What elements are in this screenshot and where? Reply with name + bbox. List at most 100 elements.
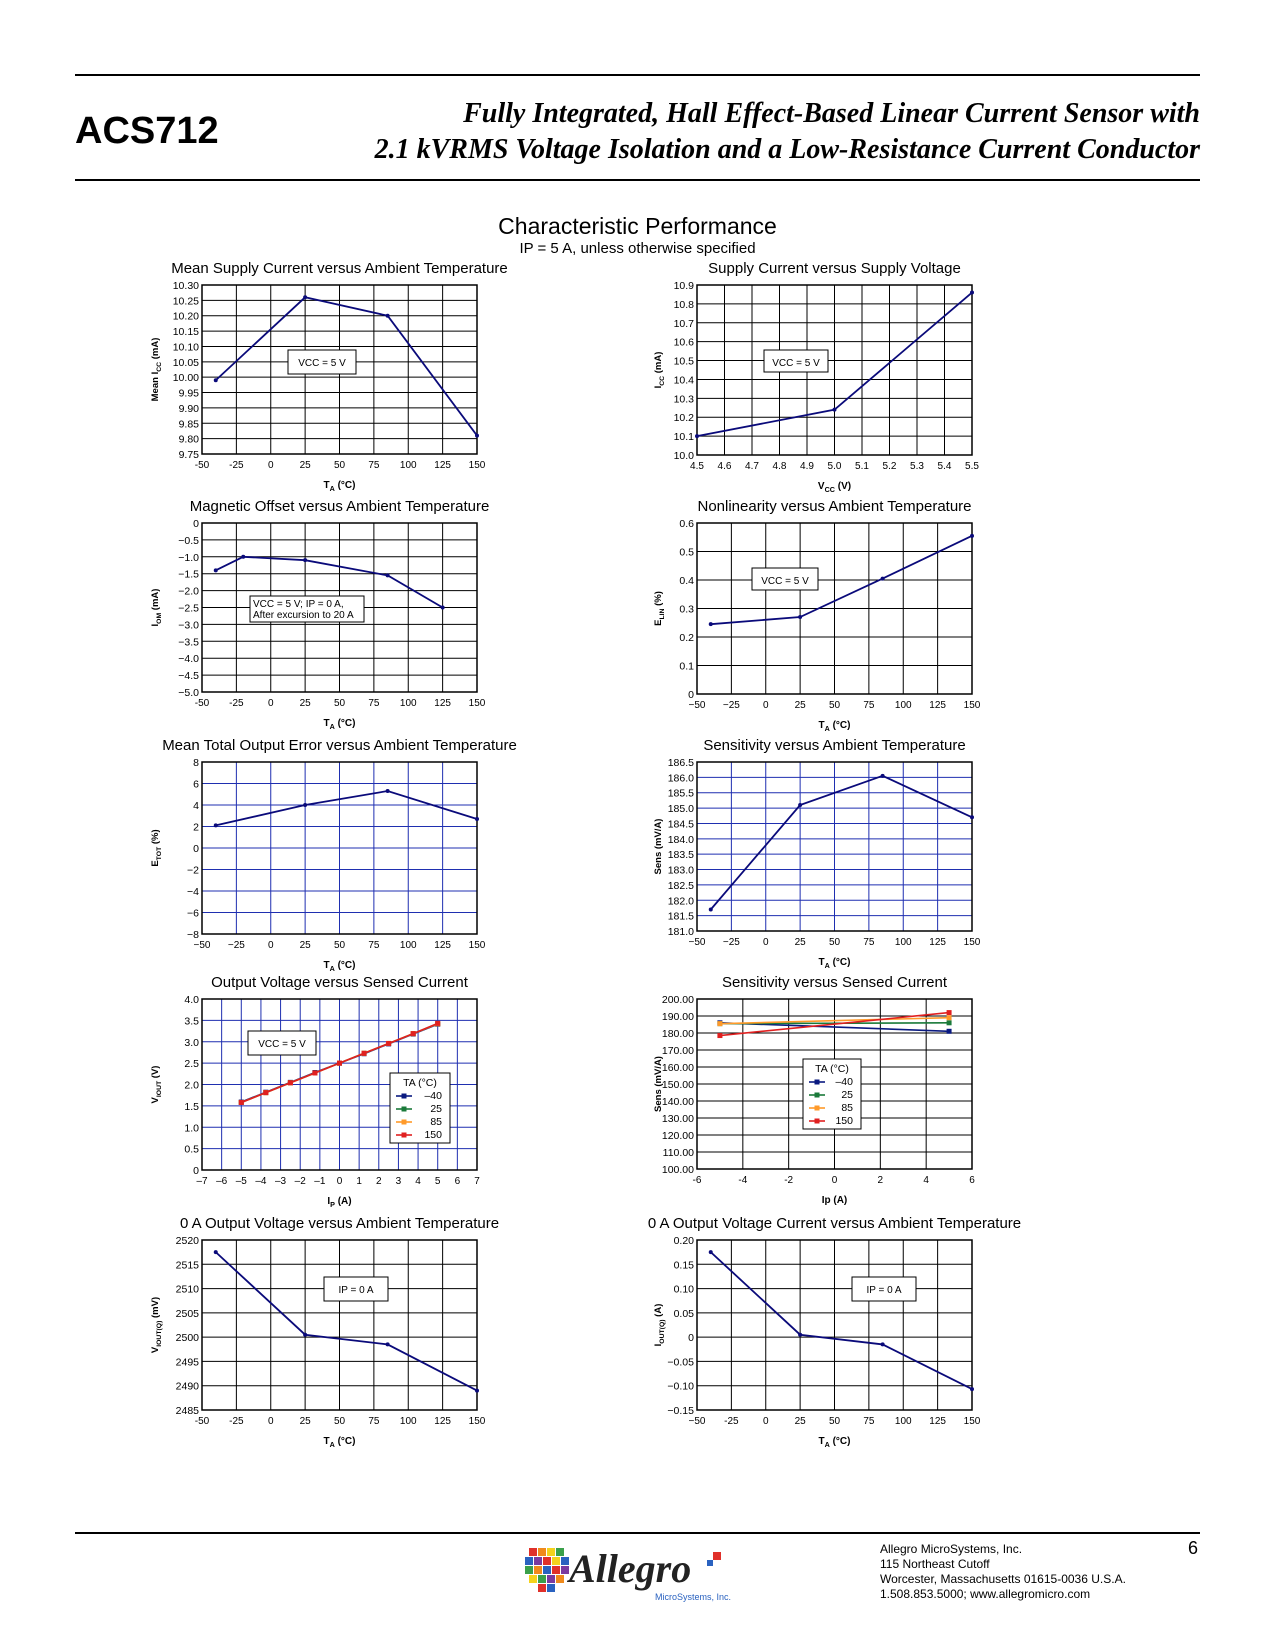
chart-title: 0 A Output Voltage versus Ambient Temper… bbox=[180, 1215, 499, 1232]
data-point bbox=[695, 434, 699, 439]
series-line bbox=[710, 1251, 973, 1390]
x-tick-label: -25 bbox=[229, 1416, 244, 1427]
data-point bbox=[970, 1387, 974, 1392]
x-tick-label: 150 bbox=[469, 1416, 486, 1427]
x-tick-label: 5.0 bbox=[828, 461, 842, 472]
y-axis-label: VIOUT (V) bbox=[150, 1066, 163, 1104]
footer-contact: 1.508.853.5000; www.allegromicro.com bbox=[880, 1587, 1091, 1601]
x-tick-label: 4.7 bbox=[745, 461, 759, 472]
x-tick-label: 75 bbox=[368, 1416, 380, 1427]
x-tick-label: 125 bbox=[434, 698, 451, 709]
data-point bbox=[708, 1250, 713, 1255]
x-axis-label: TA (°C) bbox=[324, 1436, 356, 1449]
chart-title: Mean Supply Current versus Ambient Tempe… bbox=[171, 260, 508, 277]
legend-box bbox=[802, 1058, 862, 1130]
plot-frame bbox=[696, 522, 973, 695]
y-tick-label: 183.0 bbox=[668, 865, 694, 877]
y-tick-label: 0.05 bbox=[674, 1308, 695, 1320]
y-tick-label: 10.3 bbox=[674, 393, 695, 405]
y-tick-label: 9.90 bbox=[179, 403, 200, 415]
y-tick-label: 2515 bbox=[176, 1259, 200, 1271]
y-tick-label: 185.0 bbox=[668, 803, 694, 815]
y-tick-label: 2490 bbox=[176, 1381, 200, 1393]
legend-label: 150 bbox=[424, 1129, 442, 1141]
legend-label: 150 bbox=[835, 1115, 853, 1127]
footer-rule bbox=[75, 1532, 1200, 1534]
y-tick-label: 185.5 bbox=[668, 788, 694, 800]
allegro-logo: Allegro MicroSystems, Inc. bbox=[525, 1546, 731, 1602]
chart-3: Magnetic Offset versus Ambient Temperatu… bbox=[150, 498, 489, 731]
legend-label: 85 bbox=[841, 1102, 853, 1114]
x-tick-label: -50 bbox=[195, 1416, 210, 1427]
plot-frame bbox=[201, 1239, 478, 1411]
y-axis-label: Sens (mV/A) bbox=[653, 1056, 664, 1112]
x-tick-label: 25 bbox=[795, 937, 807, 948]
chart-title: Nonlinearity versus Ambient Temperature bbox=[697, 498, 971, 515]
x-tick-label: 25 bbox=[795, 1416, 807, 1427]
y-tick-label: −0.05 bbox=[667, 1356, 694, 1368]
data-point bbox=[287, 1080, 293, 1086]
x-tick-label: 100 bbox=[895, 700, 912, 711]
header-top-rule bbox=[75, 74, 1200, 76]
chart-7: Output Voltage versus Sensed Current –7 –6… bbox=[150, 974, 480, 1209]
x-tick-label: 25 bbox=[300, 460, 312, 471]
y-tick-label: 1.5 bbox=[184, 1101, 199, 1113]
data-point bbox=[213, 378, 218, 383]
y-tick-label: 10.0 bbox=[674, 450, 695, 462]
x-tick-label: 0 bbox=[832, 1175, 838, 1186]
x-tick-label: −50 bbox=[689, 700, 706, 711]
y-tick-label: 4 bbox=[193, 800, 199, 812]
annotation-box bbox=[751, 567, 819, 591]
x-tick-label: 1 bbox=[356, 1176, 362, 1187]
y-tick-label: 0.15 bbox=[674, 1259, 695, 1271]
x-tick-label: -25 bbox=[229, 698, 244, 709]
x-tick-label: 0 bbox=[763, 1416, 769, 1427]
legend-swatch-marker bbox=[814, 1105, 820, 1111]
y-tick-label: 0.2 bbox=[679, 632, 694, 644]
y-tick-label: 140.00 bbox=[662, 1096, 694, 1108]
legend-swatch-marker bbox=[401, 1119, 407, 1125]
y-tick-label: 10.1 bbox=[674, 431, 695, 443]
y-tick-label: 10.6 bbox=[674, 337, 695, 349]
x-tick-label: 150 bbox=[469, 460, 486, 471]
y-tick-label: 6 bbox=[193, 779, 199, 791]
x-tick-label: 0 bbox=[268, 1416, 274, 1427]
legend-swatch-marker bbox=[814, 1092, 820, 1098]
y-tick-label: 160.00 bbox=[662, 1062, 694, 1074]
x-tick-label: -2 bbox=[784, 1175, 793, 1186]
x-tick-label: −50 bbox=[689, 937, 706, 948]
data-point bbox=[475, 1388, 479, 1393]
y-tick-label: 2 bbox=[193, 822, 199, 834]
x-tick-label: –5 bbox=[236, 1176, 248, 1187]
data-point bbox=[410, 1031, 416, 1037]
x-tick-label: 6 bbox=[455, 1176, 461, 1187]
y-tick-label: −6 bbox=[187, 908, 199, 920]
x-tick-label: −25 bbox=[723, 937, 740, 948]
chart-title: Sensitivity versus Ambient Temperature bbox=[703, 737, 965, 754]
y-tick-label: −3.5 bbox=[178, 636, 199, 648]
y-tick-label: 9.85 bbox=[179, 418, 200, 430]
y-tick-label: 0.5 bbox=[184, 1144, 199, 1156]
x-tick-label: 50 bbox=[829, 937, 841, 948]
data-point bbox=[303, 558, 308, 563]
data-point bbox=[946, 1010, 952, 1016]
y-tick-label: 181.5 bbox=[668, 911, 694, 923]
x-tick-label: 5.5 bbox=[965, 461, 979, 472]
annotation-text: VCC = 5 V bbox=[761, 576, 809, 587]
data-point bbox=[475, 816, 479, 821]
x-tick-label: 4.8 bbox=[773, 461, 787, 472]
x-tick-label: -25 bbox=[229, 460, 244, 471]
y-tick-label: 2.0 bbox=[184, 1080, 199, 1092]
y-tick-label: 3.0 bbox=[184, 1037, 199, 1049]
x-tick-label: –6 bbox=[216, 1176, 228, 1187]
data-point bbox=[385, 313, 390, 318]
x-tick-label: 4.6 bbox=[718, 461, 732, 472]
legend-title: TA (°C) bbox=[815, 1063, 849, 1075]
x-axis-label: TA (°C) bbox=[324, 718, 356, 731]
x-tick-label: 75 bbox=[863, 700, 875, 711]
y-tick-label: 10.4 bbox=[674, 374, 695, 386]
x-tick-label: 5.4 bbox=[938, 461, 952, 472]
chart-5: Mean Total Output Error versus Ambient T… bbox=[150, 737, 517, 973]
page-number: 6 bbox=[1188, 1538, 1199, 1558]
y-tick-label: 2505 bbox=[176, 1308, 200, 1320]
